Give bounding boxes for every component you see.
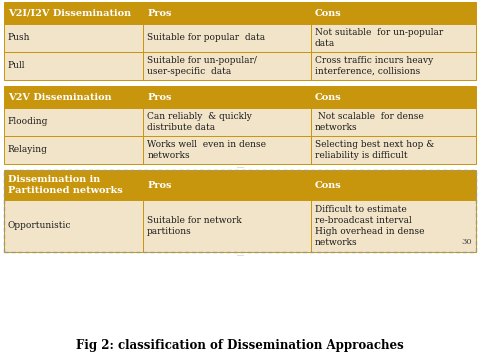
Text: Cross traffic incurs heavy
interference, collisions: Cross traffic incurs heavy interference,…	[315, 56, 433, 76]
Text: Pros: Pros	[147, 92, 172, 102]
Bar	[311, 108, 476, 136]
Text: Selecting best next hop &
reliability is difficult: Selecting best next hop & reliability is…	[315, 140, 434, 160]
Bar	[311, 136, 476, 164]
Text: V2V Dissemination: V2V Dissemination	[8, 92, 111, 102]
Bar	[4, 200, 143, 252]
Bar	[311, 52, 476, 80]
Bar	[143, 24, 311, 52]
Bar	[143, 200, 311, 252]
Text: Not scalable  for dense
networks: Not scalable for dense networks	[315, 112, 423, 132]
Text: Suitable for network
partitions: Suitable for network partitions	[147, 216, 242, 236]
Bar	[4, 170, 476, 252]
Bar	[4, 86, 143, 108]
Bar	[143, 2, 311, 24]
Bar	[143, 108, 311, 136]
Text: Suitable for popular  data: Suitable for popular data	[147, 34, 265, 43]
Bar	[4, 24, 143, 52]
Text: Flooding: Flooding	[8, 117, 48, 126]
Bar	[143, 52, 311, 80]
Bar	[311, 24, 476, 52]
Text: Pros: Pros	[147, 180, 172, 189]
Text: Difficult to estimate
re-broadcast interval
High overhead in dense
networks: Difficult to estimate re-broadcast inter…	[315, 205, 424, 247]
Text: Dissemination in
Partitioned networks: Dissemination in Partitioned networks	[8, 175, 122, 195]
Bar	[311, 2, 476, 24]
Text: 30: 30	[462, 238, 472, 246]
Text: Cons: Cons	[315, 180, 342, 189]
Text: Pull: Pull	[8, 62, 25, 71]
Bar	[143, 170, 311, 200]
Text: Pros: Pros	[147, 9, 172, 18]
Bar	[4, 52, 143, 80]
Text: Can reliably  & quickly
distribute data: Can reliably & quickly distribute data	[147, 112, 252, 132]
Bar	[143, 136, 311, 164]
Text: Cons: Cons	[315, 92, 342, 102]
Text: Fig 2: classification of Dissemination Approaches: Fig 2: classification of Dissemination A…	[76, 339, 404, 353]
Text: Opportunistic: Opportunistic	[8, 222, 72, 231]
Bar	[311, 170, 476, 200]
Bar	[311, 86, 476, 108]
Bar	[311, 200, 476, 252]
Text: Not suitable  for un-popular
data: Not suitable for un-popular data	[315, 28, 443, 48]
Bar	[4, 170, 143, 200]
Text: ....: ....	[236, 164, 244, 169]
Bar	[4, 2, 143, 24]
Text: Suitable for un-popular/
user-specific  data: Suitable for un-popular/ user-specific d…	[147, 56, 257, 76]
Bar	[4, 108, 143, 136]
Text: Relaying: Relaying	[8, 145, 48, 155]
Text: Cons: Cons	[315, 9, 342, 18]
Text: ....: ....	[236, 252, 244, 256]
Text: Push: Push	[8, 34, 30, 43]
Text: Works well  even in dense
networks: Works well even in dense networks	[147, 140, 266, 160]
Bar	[143, 86, 311, 108]
Text: V2I/I2V Dissemination: V2I/I2V Dissemination	[8, 9, 131, 18]
Bar	[4, 136, 143, 164]
